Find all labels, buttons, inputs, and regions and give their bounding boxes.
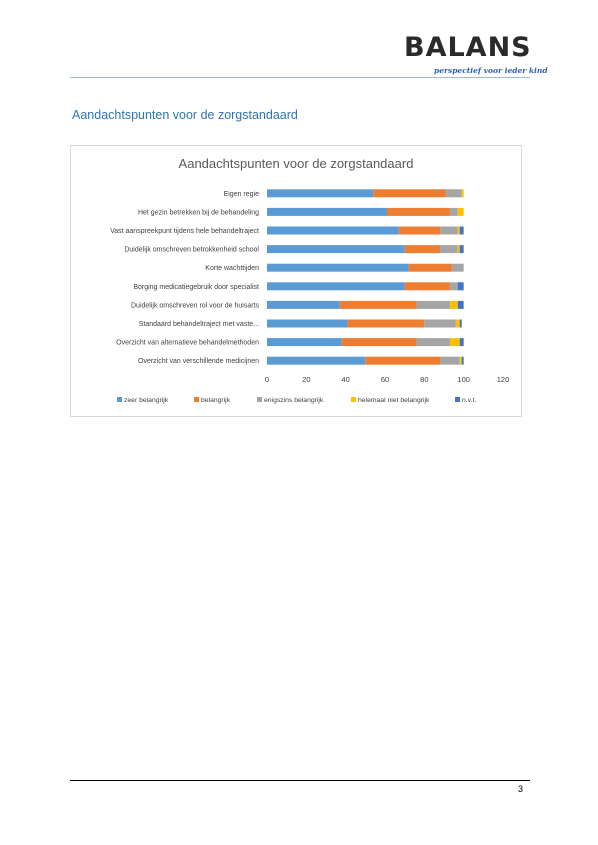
bar-segment — [339, 300, 417, 309]
bar-segment — [386, 207, 450, 216]
category-label: Standaard behandeltraject met vaste... — [139, 321, 259, 328]
bar-segment — [457, 300, 464, 309]
bar-segment — [398, 226, 441, 235]
x-axis-ticks: 0 20 40 60 80 100 120 — [265, 375, 509, 384]
bar-segment — [455, 319, 460, 328]
category-label: Duidelijk omschreven rol voor de huisart… — [131, 302, 259, 309]
legend-swatch — [117, 397, 122, 402]
legend-swatch — [194, 397, 199, 402]
legend-swatch — [455, 397, 460, 402]
bar-segment — [267, 263, 409, 272]
x-tick-label: 100 — [457, 375, 470, 384]
logo: BALANS perspectief voor ieder kind — [404, 32, 548, 76]
bar-segment — [267, 207, 387, 216]
chart-legend: zeer belangrijk belangrijk enigszins belan… — [117, 397, 476, 404]
legend-label: enigszins belangrijk — [264, 397, 324, 404]
x-tick-label: 120 — [497, 375, 510, 384]
x-tick-label: 40 — [341, 375, 349, 384]
bar-segment — [449, 282, 458, 291]
category-label: Overzicht van verschillende medicijnen — [138, 358, 259, 365]
bar-segment — [267, 356, 366, 365]
bar-segment — [445, 189, 462, 198]
bar-segment — [341, 338, 417, 347]
legend-label: zeer belangrijk — [124, 397, 169, 404]
bar-segment — [416, 300, 450, 309]
legend-swatch — [257, 397, 262, 402]
category-label: Korte wachttijden — [205, 265, 259, 272]
x-tick-label: 0 — [265, 375, 269, 384]
bar-segment — [347, 319, 425, 328]
header-divider — [70, 77, 530, 78]
bar-segment — [457, 282, 464, 291]
legend-label: helemaal niet belangrijk — [358, 397, 430, 404]
x-tick-label: 80 — [420, 375, 428, 384]
legend-label: n.v.t. — [462, 397, 476, 404]
bar-segment — [459, 319, 462, 328]
x-tick-label: 60 — [381, 375, 389, 384]
category-label: Overzicht van alternatieve behandelmetho… — [116, 340, 259, 347]
bar-segment — [416, 338, 450, 347]
category-label: Het gezin betrekken bij de behandeling — [138, 209, 259, 216]
bar-segment — [440, 245, 458, 254]
bar-segment — [440, 356, 460, 365]
bar-segment — [365, 356, 441, 365]
legend-item: enigszins belangrijk — [257, 397, 324, 404]
legend-swatch — [351, 397, 356, 402]
legend-label: belangrijk — [201, 397, 231, 404]
footer-divider — [70, 780, 530, 781]
bar-segment — [267, 226, 399, 235]
chart-bars — [267, 189, 464, 365]
bar-segment — [459, 226, 464, 235]
bar-segment — [404, 245, 441, 254]
bar-segment — [457, 245, 460, 254]
legend-item: n.v.t. — [455, 397, 476, 404]
legend-item: helemaal niet belangrijk — [351, 397, 430, 404]
x-tick-label: 20 — [302, 375, 310, 384]
bar-segment — [457, 226, 460, 235]
bar-segment — [461, 356, 464, 365]
bar-segment — [449, 338, 460, 347]
legend-item: zeer belangrijk — [117, 397, 169, 404]
bar-segment — [267, 319, 348, 328]
logo-tagline: perspectief voor ieder kind — [434, 66, 548, 75]
bar-segment — [267, 245, 405, 254]
section-title: Aandachtspunten voor de zorgstandaard — [72, 108, 298, 122]
category-label: Borging medicatiegebruik door specialist — [133, 284, 259, 291]
category-label: Vast aanspreekpunt tijdens hele behandel… — [110, 228, 259, 235]
bar-segment — [449, 300, 458, 309]
bar-segment — [459, 356, 462, 365]
bar-segment — [267, 300, 340, 309]
category-label: Eigen regie — [224, 191, 260, 198]
bar-segment — [373, 189, 446, 198]
bar-segment — [440, 226, 458, 235]
bar-segment — [459, 245, 464, 254]
legend-item: belangrijk — [194, 397, 231, 404]
page-number: 3 — [518, 784, 524, 794]
bar-segment — [451, 263, 464, 272]
bar-segment — [424, 319, 456, 328]
bar-segment — [461, 189, 464, 198]
chart-title: Aandachtspunten voor de zorgstandaard — [179, 156, 414, 171]
category-label: Duidelijk omschreven betrokkenheid schoo… — [124, 247, 259, 254]
bar-segment — [459, 338, 464, 347]
bar-segment — [404, 282, 450, 291]
category-labels: Eigen regie Het gezin betrekken bij de be… — [110, 191, 259, 365]
chart-frame: Aandachtspunten voor de zorgstandaard Ei… — [70, 145, 522, 417]
bar-segment — [267, 338, 342, 347]
bar-segment — [267, 189, 374, 198]
bar-segment — [408, 263, 452, 272]
logo-text: BALANS — [404, 32, 532, 63]
bar-segment — [267, 282, 405, 291]
bar-segment — [457, 207, 464, 216]
bar-segment — [449, 207, 458, 216]
stacked-bar-chart: Aandachtspunten voor de zorgstandaard Ei… — [110, 156, 509, 404]
